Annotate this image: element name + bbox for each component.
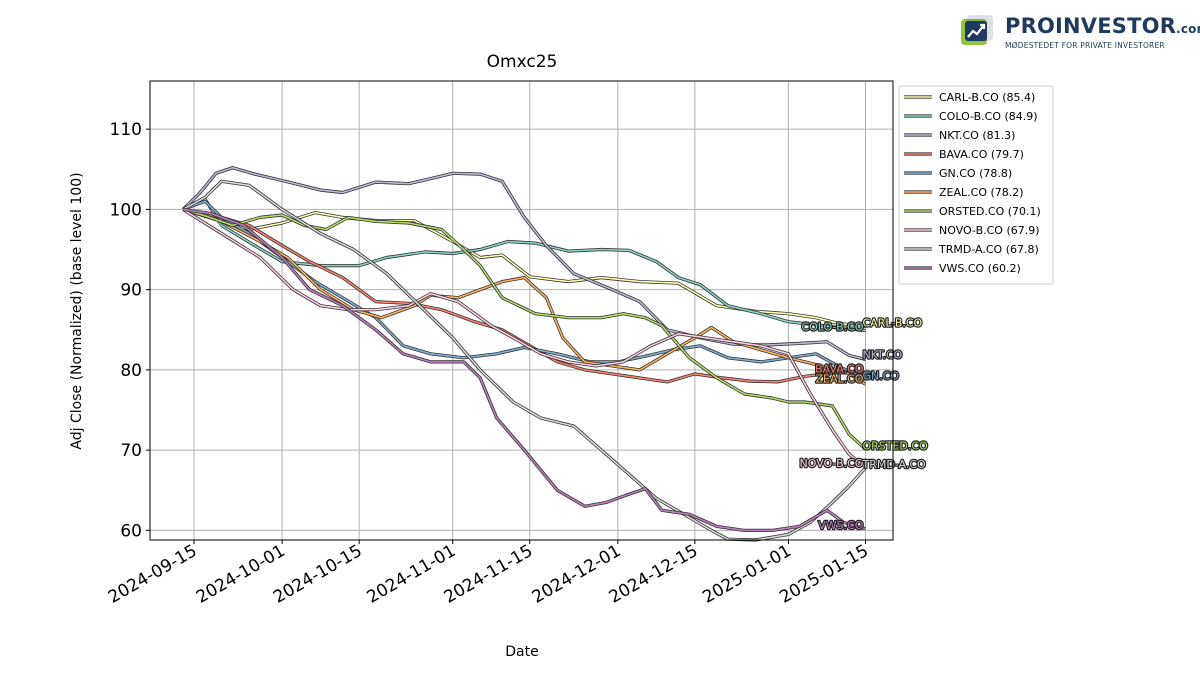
- y-axis-label: Adj Close (Normalized) (base level 100): [69, 172, 85, 449]
- series-outline-ORSTED.CO: [182, 207, 867, 451]
- y-tick-label: 60: [120, 521, 142, 541]
- series-line-ORSTED.CO: [182, 208, 867, 450]
- chart-logo-icon: [961, 15, 993, 45]
- end-label-TRMD-A.CO: TRMD-A.CO: [861, 458, 926, 471]
- plot-frame: [149, 80, 894, 541]
- legend-entry-ZEAL.CO: ZEAL.CO (78.2): [939, 186, 1024, 199]
- series-line-BAVA.CO: [182, 208, 866, 383]
- x-tick-label: 2024-09-15: [105, 541, 201, 608]
- series-outline-BAVA.CO: [182, 207, 866, 384]
- legend-entry-TRMD-A.CO: TRMD-A.CO (67.8): [938, 243, 1039, 256]
- brand-name: PROINVESTOR.com: [1005, 14, 1200, 38]
- legend-entry-VWS.CO: VWS.CO (60.2): [939, 262, 1021, 275]
- series-line-NOVO-B.CO: [182, 208, 866, 468]
- legend-entry-ORSTED.CO: ORSTED.CO (70.1): [939, 205, 1041, 218]
- brand-suffix: .com: [1176, 22, 1200, 36]
- y-tick-label: 100: [110, 200, 142, 220]
- legend-entry-COLO-B.CO: COLO-B.CO (84.9): [939, 110, 1038, 123]
- legend-entry-CARL-B.CO: CARL-B.CO (85.4): [939, 91, 1035, 104]
- series-line-CARL-B.CO: [182, 208, 866, 328]
- end-label-NKT.CO: NKT.CO: [862, 349, 902, 362]
- x-axis-label: Date: [505, 644, 538, 660]
- end-label-ORSTED.CO: ORSTED.CO: [862, 439, 928, 452]
- end-label-COLO-B.CO: COLO-B.CO: [801, 321, 863, 334]
- end-label-NOVO-B.CO: NOVO-B.CO: [800, 457, 864, 470]
- legend-entry-NKT.CO: NKT.CO (81.3): [939, 129, 1015, 142]
- x-tick-label: 2024-10-15: [270, 541, 366, 608]
- series-line-GN.CO: [182, 200, 866, 381]
- y-tick-label: 110: [110, 120, 142, 140]
- legend: CARL-B.CO (85.4) COLO-B.CO (84.9) NKT.CO (…: [898, 85, 1054, 285]
- x-axis-ticks: 2024-09-152024-10-012024-10-152024-11-01…: [105, 540, 872, 608]
- y-tick-label: 90: [120, 281, 142, 301]
- brand-tagline: MØDESTEDET FOR PRIVATE INVESTORER: [1005, 41, 1165, 50]
- y-axis-ticks: 60 70 80 90 100 110: [110, 120, 150, 541]
- series-line-ZEAL.CO: [182, 208, 866, 385]
- legend-entry-NOVO-B.CO: NOVO-B.CO (67.9): [939, 224, 1040, 237]
- grid: [150, 81, 893, 540]
- legend-box: [898, 85, 1054, 285]
- plot-lines: [181, 166, 867, 542]
- end-label-VWS.CO: VWS.CO: [818, 519, 864, 532]
- series-line-TRMD-A.CO: [182, 180, 867, 541]
- brand-name-text: PROINVESTOR: [1005, 14, 1177, 38]
- series-outline-ZEAL.CO: [182, 207, 867, 386]
- x-tick-label: 2025-01-15: [776, 541, 872, 608]
- end-label-ZEAL.CO: ZEAL.CO: [815, 373, 863, 386]
- brand-logo[interactable]: PROINVESTOR.com MØDESTEDET FOR PRIVATE I…: [960, 10, 1200, 55]
- end-labels: CARL-B.COCOLO-B.CONKT.COBAVA.COGN.COZEAL…: [798, 315, 929, 533]
- y-tick-label: 80: [120, 361, 142, 381]
- end-label-GN.CO: GN.CO: [862, 369, 899, 382]
- x-tick-label: 2024-11-15: [441, 541, 537, 608]
- legend-entry-GN.CO: GN.CO (78.8): [939, 167, 1012, 180]
- series-outline-GN.CO: [182, 199, 867, 381]
- y-tick-label: 70: [120, 441, 142, 461]
- x-tick-label: 2024-12-15: [606, 541, 702, 608]
- series-line-COLO-B.CO: [182, 198, 866, 332]
- chart-title: Omxc25: [487, 52, 558, 72]
- end-label-BAVA.CO: BAVA.CO: [815, 362, 864, 375]
- legend-entry-BAVA.CO: BAVA.CO (79.7): [939, 148, 1024, 161]
- series-line-VWS.CO: [182, 208, 866, 532]
